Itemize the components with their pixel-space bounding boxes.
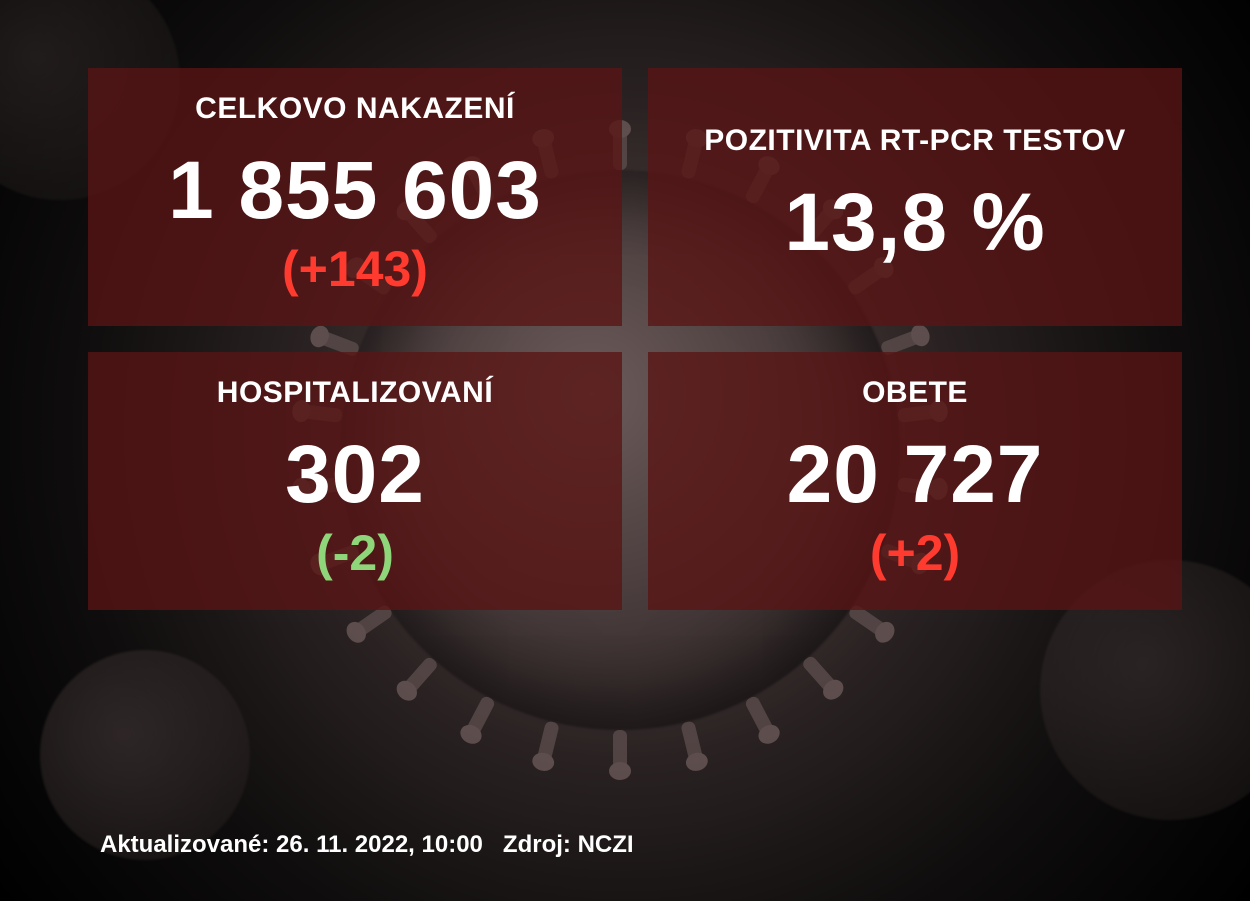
card-title: HOSPITALIZOVANÍ [217, 376, 493, 410]
virus-spike-icon [744, 695, 775, 737]
source-value: NCZI [578, 831, 634, 858]
card-delta: (-2) [316, 524, 394, 582]
stats-grid: CELKOVO NAKAZENÍ 1 855 603 (+143) POZITI… [88, 68, 1182, 610]
updated-value: 26. 11. 2022, 10:00 [276, 831, 483, 858]
card-positivity: POZITIVITA RT-PCR TESTOV 13,8 % [648, 68, 1182, 326]
updated-label: Aktualizované: [100, 831, 269, 858]
card-delta: (+143) [282, 240, 428, 298]
virus-bg-small-icon [40, 650, 250, 860]
card-total-infected: CELKOVO NAKAZENÍ 1 855 603 (+143) [88, 68, 622, 326]
card-hospitalized: HOSPITALIZOVANÍ 302 (-2) [88, 352, 622, 610]
virus-spike-icon [801, 655, 838, 694]
virus-spike-icon [537, 720, 560, 762]
card-delta: (+2) [870, 524, 960, 582]
card-title: CELKOVO NAKAZENÍ [195, 92, 515, 126]
card-value: 20 727 [787, 432, 1044, 518]
card-title: OBETE [862, 376, 968, 410]
source-label: Zdroj: [503, 831, 571, 858]
card-value: 1 855 603 [168, 148, 542, 234]
footer-meta: Aktualizované: 26. 11. 2022, 10:00 Zdroj… [100, 831, 634, 859]
card-value: 302 [285, 432, 425, 518]
dashboard-canvas: CELKOVO NAKAZENÍ 1 855 603 (+143) POZITI… [0, 0, 1250, 901]
card-title: POZITIVITA RT-PCR TESTOV [704, 124, 1125, 158]
virus-spike-icon [613, 730, 627, 770]
virus-spike-icon [403, 655, 440, 694]
card-deaths: OBETE 20 727 (+2) [648, 352, 1182, 610]
virus-spike-icon [680, 720, 703, 762]
card-value: 13,8 % [784, 180, 1045, 266]
virus-spike-icon [465, 695, 496, 737]
